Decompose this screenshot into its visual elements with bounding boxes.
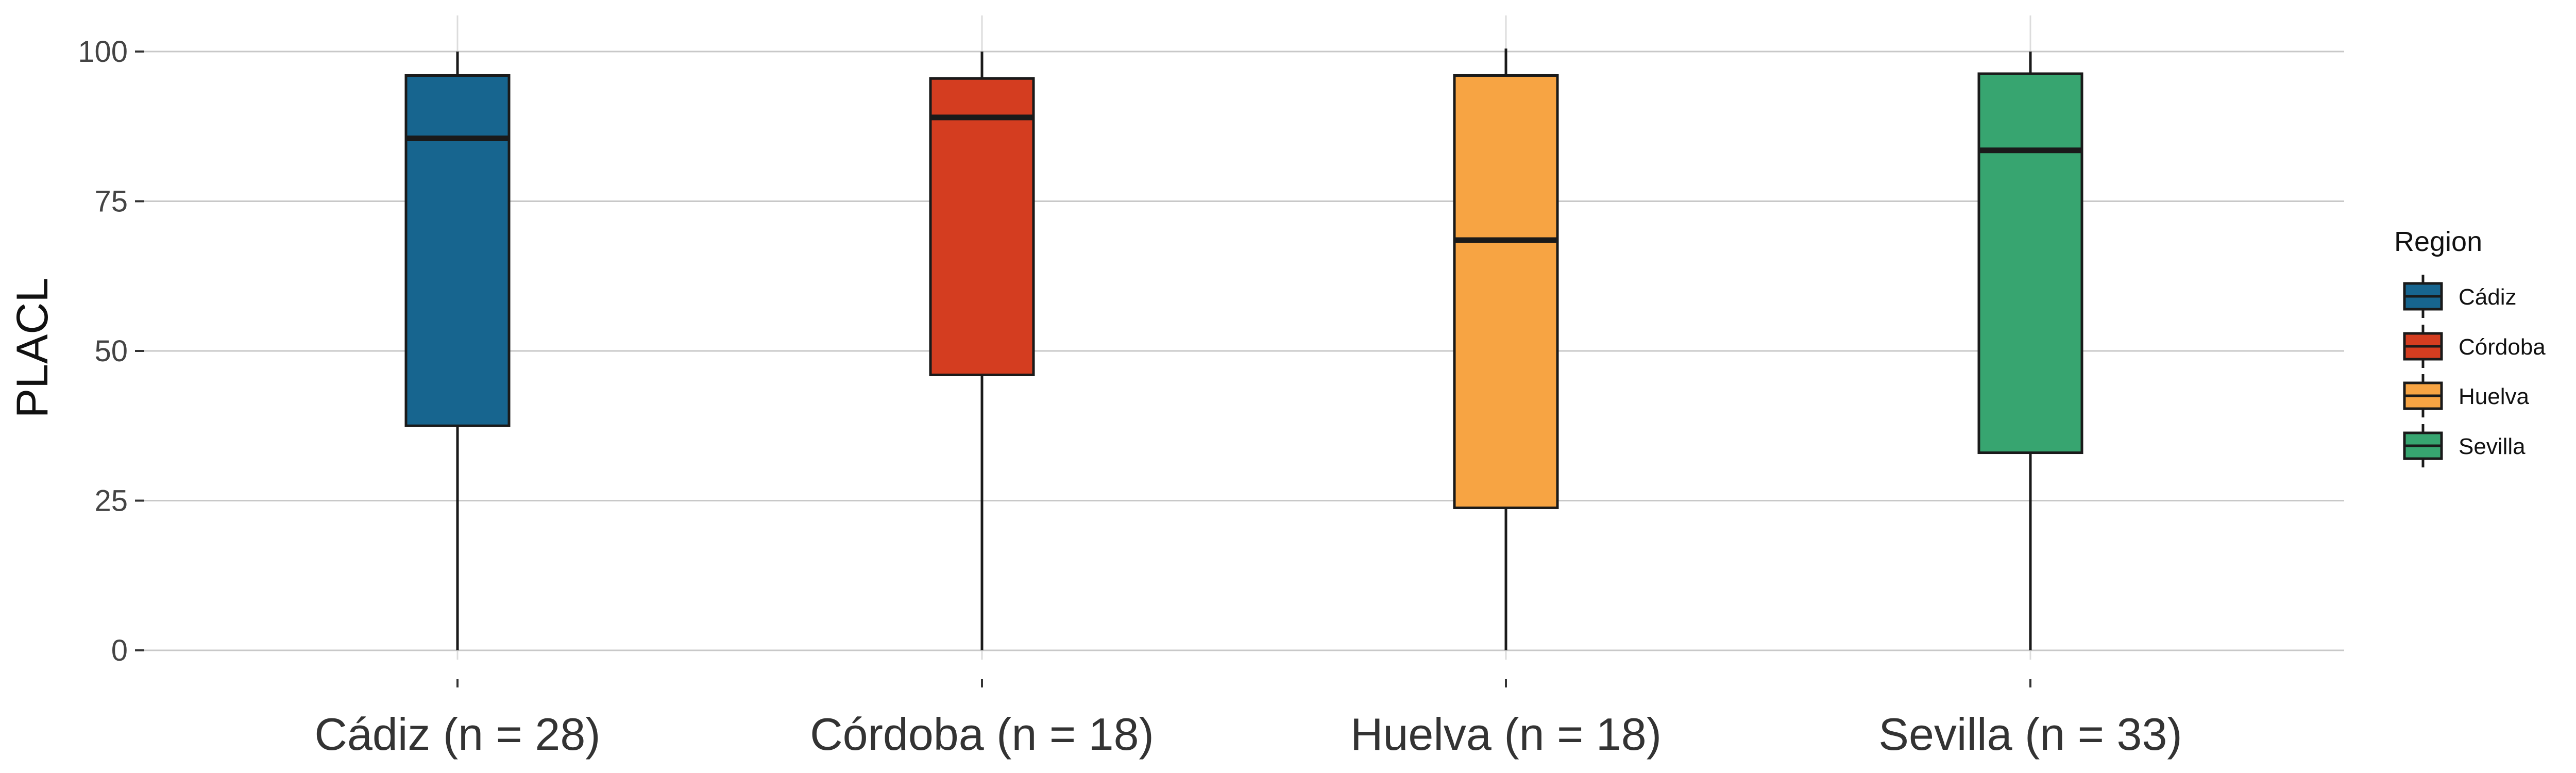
- legend-entry-cádiz: Cádiz: [2403, 275, 2517, 318]
- x-tick-label: Sevilla (n = 33): [1878, 709, 2182, 760]
- y-tick-label: 0: [111, 634, 128, 667]
- axis-layer: 0 25 50 75 100 Cádiz (n = 28) Córdoba (n = 18)…: [78, 35, 2182, 760]
- box-cádiz: [404, 52, 511, 650]
- x-tick-label: Cádiz (n = 28): [314, 709, 600, 760]
- legend-entry-córdoba: Córdoba: [2403, 325, 2546, 368]
- legend: Region Cádiz Córdoba Huelva Sevilla: [2394, 226, 2546, 467]
- legend-label: Córdoba: [2459, 334, 2546, 360]
- iqr-box: [1977, 72, 2083, 455]
- legend-entry-huelva: Huelva: [2403, 374, 2529, 417]
- iqr-box: [929, 77, 1035, 376]
- iqr-box: [404, 74, 511, 427]
- legend-label: Sevilla: [2459, 434, 2526, 459]
- legend-entry-sevilla: Sevilla: [2403, 424, 2526, 467]
- y-tick-label: 75: [94, 185, 128, 219]
- legend-label: Huelva: [2459, 384, 2529, 409]
- y-axis-label: PLACL: [8, 278, 57, 418]
- iqr-box: [1453, 74, 1559, 509]
- box-huelva: [1453, 48, 1559, 650]
- y-tick-label: 25: [94, 484, 128, 518]
- y-tick-label: 50: [94, 334, 128, 368]
- box-layer: [404, 48, 2083, 650]
- legend-label: Cádiz: [2459, 284, 2517, 310]
- box-sevilla: [1977, 52, 2083, 650]
- y-tick-label: 100: [78, 35, 128, 69]
- legend-title: Region: [2394, 226, 2482, 257]
- x-tick-label: Córdoba (n = 18): [810, 709, 1154, 760]
- box-córdoba: [929, 52, 1035, 650]
- x-tick-label: Huelva (n = 18): [1350, 709, 1662, 760]
